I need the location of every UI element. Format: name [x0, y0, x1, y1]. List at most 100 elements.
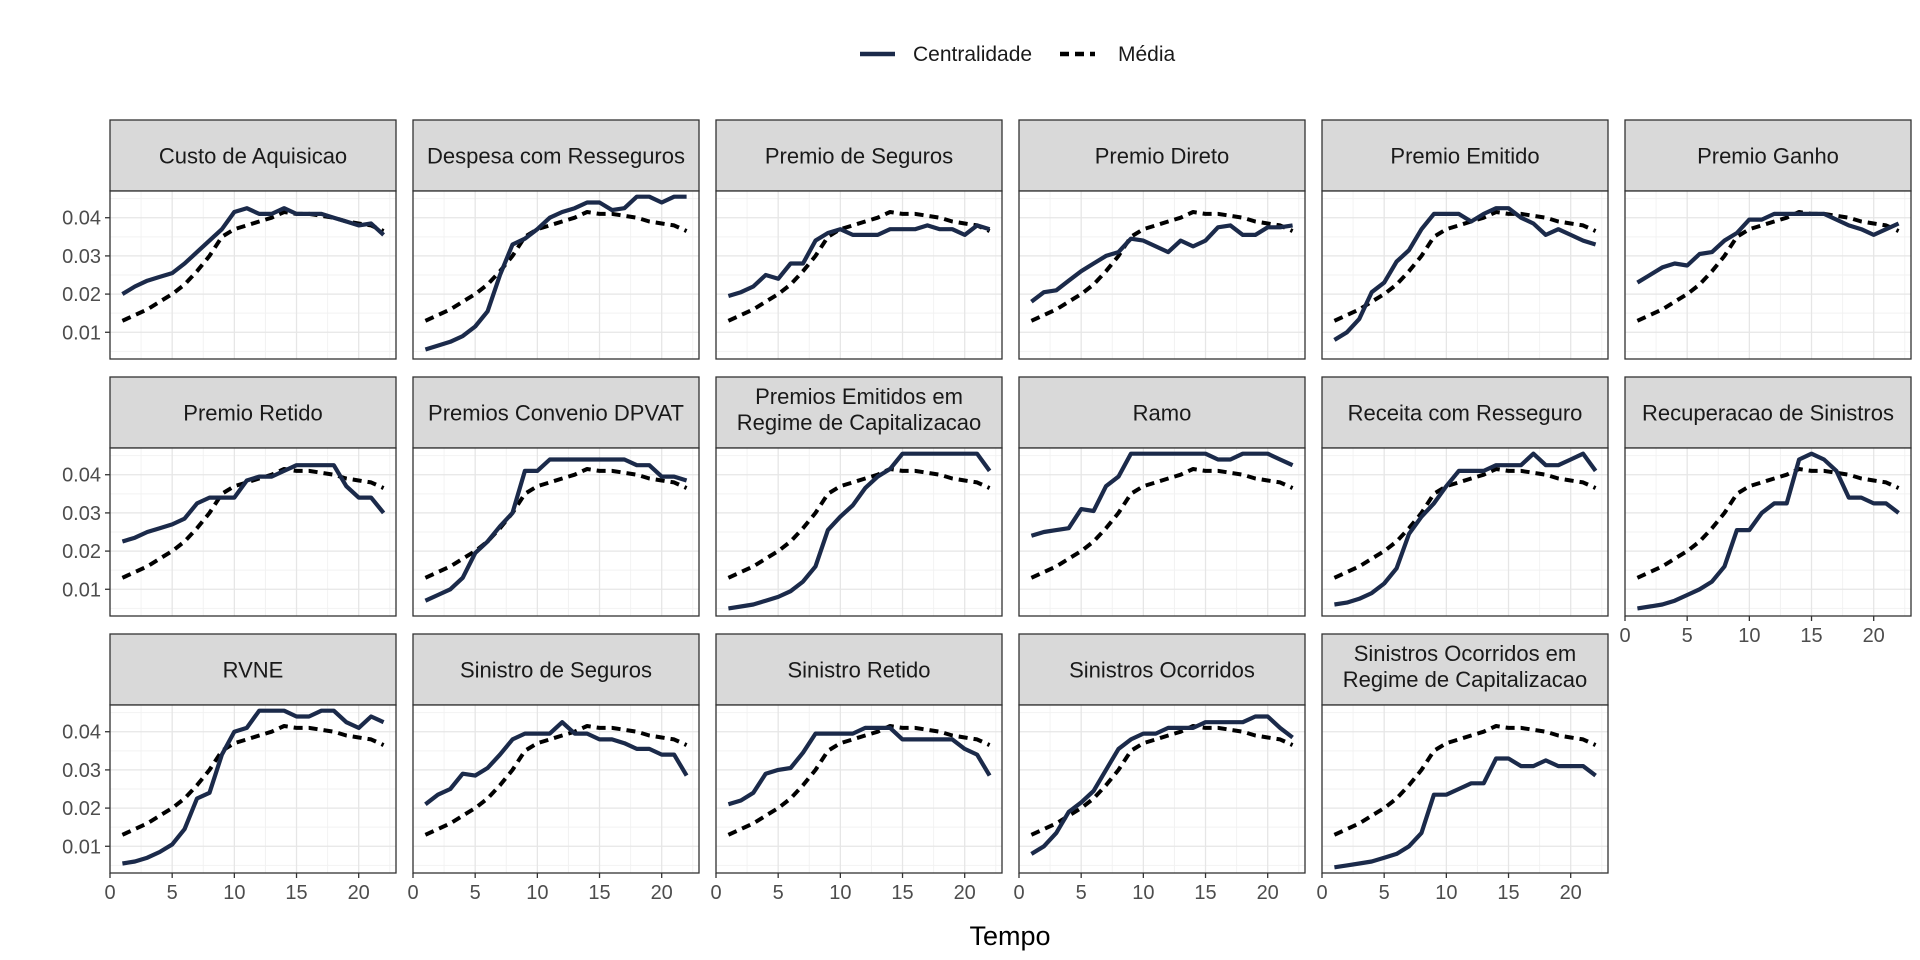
panel: Recuperacao de Sinistros 0 5 10 15 20	[1619, 376, 1912, 647]
y-tick-label: 0.03	[62, 503, 101, 525]
panel-border	[715, 190, 1003, 360]
series-centralidade-line	[728, 451, 992, 611]
panel-strip	[1321, 633, 1609, 706]
panel: Premio Direto	[1018, 119, 1306, 360]
x-tick-label: 0	[1316, 882, 1327, 904]
series-centralidade-line	[1636, 211, 1900, 285]
panel-title-line: Sinistros Ocorridos em	[1354, 641, 1577, 666]
series-media-line	[1030, 724, 1294, 837]
panel-strip	[715, 119, 1003, 192]
series-centralidade-line	[727, 223, 991, 299]
panel-strip	[1624, 376, 1912, 449]
legend-label-media: Média	[1118, 43, 1176, 66]
y-tick-label: 0.04	[62, 722, 101, 744]
legend-label-centralidade: Centralidade	[913, 43, 1032, 66]
x-tick-label: 5	[470, 882, 481, 904]
x-tick-label: 20	[1257, 882, 1279, 904]
panel-title: Sinistros Ocorridos em Regime de Capitali…	[1343, 641, 1588, 692]
panel-title-line: Regime de Capitalizacao	[737, 410, 982, 435]
panel: RVNE 0.01 0.02 0.03 0.04 0 5 10 15 20	[62, 633, 397, 904]
series-centralidade-line	[121, 206, 386, 296]
panel-border	[715, 447, 1003, 617]
x-tick-label: 15	[891, 882, 913, 904]
x-tick-label: 5	[1076, 882, 1087, 904]
panel: Sinistro de Seguros 0 5 10 15 20	[407, 633, 700, 904]
panel-border	[412, 190, 700, 360]
panel-border	[1321, 704, 1609, 874]
panel-title: Sinistro de Seguros	[460, 658, 652, 683]
panel-border	[1018, 447, 1306, 617]
panel-title: Despesa com Resseguros	[427, 144, 685, 169]
x-tick-label: 20	[651, 882, 673, 904]
x-tick-label: 10	[526, 882, 548, 904]
series-media-line	[1636, 210, 1900, 323]
panel-title: Sinistros Ocorridos	[1069, 658, 1255, 683]
panel-strip	[109, 376, 397, 449]
series-media-line	[1636, 467, 1900, 580]
series-media-line	[1030, 210, 1294, 323]
y-tick-label: 0.04	[62, 465, 101, 487]
x-tick-label: 0	[710, 882, 721, 904]
panel: Sinistro Retido 0 5 10 15 20	[710, 633, 1003, 904]
series-centralidade-line	[1030, 451, 1294, 538]
x-tick-label: 10	[1435, 882, 1457, 904]
series-media-line	[424, 210, 688, 323]
series-centralidade-line	[424, 194, 687, 352]
panel-border	[1624, 190, 1912, 360]
y-tick-label: 0.01	[62, 322, 101, 344]
panel-title: Premio Ganho	[1697, 144, 1839, 169]
series-media-line	[1333, 467, 1597, 580]
y-tick-label: 0.01	[62, 836, 101, 858]
panel-border	[1018, 190, 1306, 360]
x-tick-label: 15	[1800, 625, 1822, 647]
series-centralidade-line	[1030, 714, 1294, 856]
panel: Receita com Resseguro	[1321, 376, 1609, 617]
x-tick-label: 5	[1379, 882, 1390, 904]
panel: Premios Convenio DPVAT	[412, 376, 700, 617]
series-centralidade-line	[1637, 451, 1900, 611]
panel-border	[1321, 447, 1609, 617]
panel-strip	[109, 119, 397, 192]
x-tick-label: 15	[1497, 882, 1519, 904]
x-tick-label: 20	[954, 882, 976, 904]
series-media-line	[727, 467, 991, 580]
panel-border	[1624, 447, 1912, 617]
panel-title: Premio Emitido	[1390, 144, 1539, 169]
x-tick-label: 5	[773, 882, 784, 904]
panel-border	[412, 704, 700, 874]
x-tick-label: 15	[285, 882, 307, 904]
panel-strip	[412, 633, 700, 706]
series-media-line	[1333, 724, 1597, 837]
series-centralidade-line	[122, 708, 385, 866]
y-tick-label: 0.02	[62, 284, 101, 306]
series-centralidade-line	[1334, 756, 1597, 870]
y-tick-label: 0.03	[62, 760, 101, 782]
panel: Premio Emitido	[1321, 119, 1609, 360]
x-tick-label: 10	[1738, 625, 1760, 647]
panel-title-line: Premios Emitidos em	[755, 384, 963, 409]
series-centralidade-line	[727, 725, 992, 807]
panel-border	[109, 704, 397, 874]
series-centralidade-line	[121, 463, 386, 544]
x-tick-label: 0	[1013, 882, 1024, 904]
panel-title: Receita com Resseguro	[1348, 401, 1583, 426]
x-tick-label: 0	[407, 882, 418, 904]
series-centralidade-line	[424, 457, 688, 603]
panel-title: Ramo	[1133, 401, 1192, 426]
series-centralidade-line	[424, 720, 689, 806]
panel-title: Premio Direto	[1095, 144, 1229, 169]
x-tick-label: 10	[1132, 882, 1154, 904]
panel-title: Premio de Seguros	[765, 144, 953, 169]
series-centralidade-line	[1333, 206, 1597, 342]
series-media-line	[1030, 467, 1294, 580]
panel: Sinistros Ocorridos 0 5 10 15 20	[1013, 633, 1306, 904]
y-tick-label: 0.02	[62, 541, 101, 563]
panel-title: Premios Emitidos em Regime de Capitalizac…	[737, 384, 982, 435]
x-tick-label: 0	[1619, 625, 1630, 647]
y-tick-label: 0.02	[62, 798, 101, 820]
panel-title: Premios Convenio DPVAT	[428, 401, 684, 426]
panel: Premios Emitidos em Regime de Capitalizac…	[715, 376, 1003, 617]
panel-title: RVNE	[223, 658, 284, 683]
panel-border	[1321, 190, 1609, 360]
